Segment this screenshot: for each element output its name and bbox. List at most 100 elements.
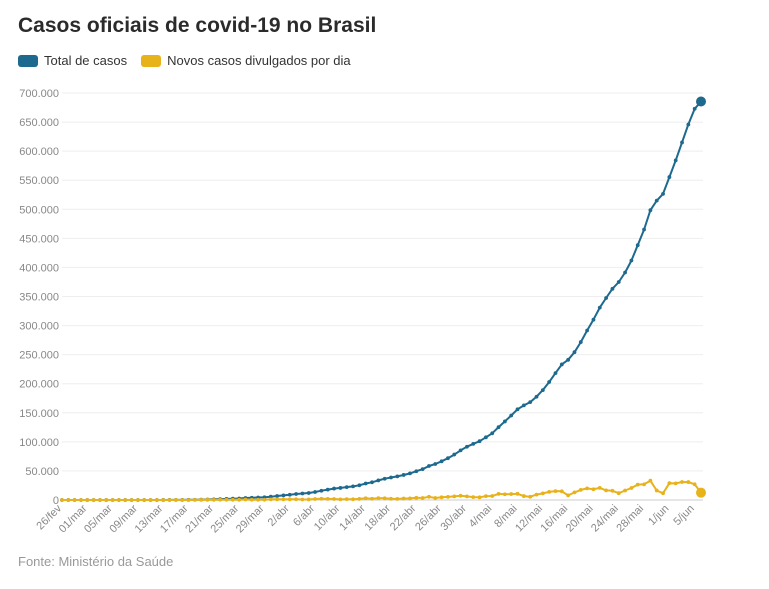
data-point-total <box>616 280 621 284</box>
data-point-daily <box>351 497 355 502</box>
data-point-total <box>553 371 558 376</box>
data-point-daily <box>262 497 267 502</box>
data-point-daily <box>230 497 235 502</box>
data-point-daily <box>60 498 64 502</box>
data-point-daily <box>420 496 425 500</box>
data-point-daily <box>547 489 552 494</box>
x-tick-label: 10/abr <box>312 502 343 533</box>
data-point-daily <box>256 497 261 502</box>
data-point-total <box>686 122 691 127</box>
data-point-daily <box>123 498 128 502</box>
data-point-total <box>515 407 520 412</box>
x-tick-label: 24/mai <box>589 503 621 535</box>
data-point-daily <box>294 497 298 502</box>
data-point-daily <box>199 497 204 502</box>
source-note: Fonte: Ministério da Saúde <box>18 554 174 569</box>
data-point-total <box>319 488 324 493</box>
data-point-daily <box>471 495 476 500</box>
data-point-daily <box>91 498 96 502</box>
data-point-total <box>452 452 457 457</box>
data-point-total <box>502 419 507 424</box>
data-point-total <box>351 484 355 489</box>
data-point-total <box>540 388 545 393</box>
data-point-daily <box>515 491 520 496</box>
data-point-daily <box>79 498 83 502</box>
data-point-total <box>692 106 697 111</box>
data-point-total <box>287 492 292 497</box>
data-point-total <box>591 317 596 322</box>
data-point-daily <box>72 498 77 502</box>
y-tick-label: 350.000 <box>19 292 59 304</box>
data-point-daily <box>427 494 431 499</box>
data-point-daily <box>117 498 121 502</box>
data-point-daily <box>167 498 172 502</box>
legend-label-daily: Novos casos divulgados por dia <box>167 53 351 68</box>
data-point-daily <box>553 489 558 494</box>
data-point-daily <box>306 497 311 502</box>
data-point-daily <box>540 491 545 496</box>
data-point-total <box>382 476 387 481</box>
data-point-total <box>313 490 317 494</box>
data-point-total <box>363 481 368 486</box>
data-point-daily <box>566 493 571 498</box>
legend-item-daily[interactable]: Novos casos divulgados por dia <box>141 53 351 68</box>
data-point-daily <box>287 497 292 502</box>
x-tick-label: 16/mai <box>538 503 570 535</box>
data-point-daily <box>281 497 286 502</box>
data-point-daily <box>433 496 438 500</box>
data-point-total <box>458 448 463 453</box>
x-tick-label: 29/mar <box>234 502 267 535</box>
x-tick-label: 26/abr <box>413 502 444 533</box>
data-point-total <box>534 394 539 399</box>
data-point-total <box>357 483 362 488</box>
data-point-total <box>408 471 412 476</box>
data-point-total <box>490 431 495 436</box>
y-tick-label: 100.000 <box>19 437 59 449</box>
data-point-daily <box>389 496 393 501</box>
data-point-daily <box>686 480 691 484</box>
data-point-total <box>673 158 678 163</box>
data-point-total <box>661 192 665 196</box>
data-point-total <box>477 439 482 444</box>
data-point-total <box>610 286 615 291</box>
data-point-daily <box>104 498 109 502</box>
data-point-total <box>465 444 469 449</box>
x-tick-label: 12/mai <box>513 503 545 535</box>
data-point-total <box>667 175 672 179</box>
data-point-daily <box>110 498 115 502</box>
legend-item-total[interactable]: Total de casos <box>18 53 127 68</box>
data-point-daily <box>616 491 621 496</box>
data-point-total <box>294 492 298 496</box>
data-point-daily <box>224 497 229 502</box>
data-point-daily <box>192 498 197 502</box>
data-point-daily <box>572 490 577 495</box>
x-tick-label: 4/mai <box>467 503 495 531</box>
data-point-daily <box>446 494 450 499</box>
data-point-daily <box>661 491 665 496</box>
data-point-total <box>332 486 336 491</box>
data-point-daily <box>186 498 191 502</box>
data-point-daily <box>249 497 254 502</box>
data-point-daily <box>528 494 533 499</box>
data-point-daily <box>85 498 90 502</box>
data-point-total <box>604 296 608 300</box>
x-tick-label: 18/abr <box>363 502 394 533</box>
data-point-daily <box>211 497 216 502</box>
data-point-daily <box>243 497 248 502</box>
data-point-daily <box>357 497 362 501</box>
data-point-daily <box>338 497 343 502</box>
data-point-daily <box>180 498 185 502</box>
data-point-daily <box>680 480 684 484</box>
data-point-total <box>389 475 393 480</box>
data-point-daily <box>490 494 495 498</box>
data-point-total <box>439 459 444 464</box>
data-point-daily <box>332 497 336 501</box>
chart-title: Casos oficiais de covid-19 no Brasil <box>18 14 377 37</box>
data-point-total <box>376 478 381 483</box>
data-point-total <box>559 362 564 367</box>
data-point-total <box>427 464 431 468</box>
legend-swatch-daily <box>141 54 162 67</box>
data-point-daily <box>692 482 697 487</box>
data-point-daily <box>319 496 324 501</box>
data-point-total <box>578 340 583 344</box>
